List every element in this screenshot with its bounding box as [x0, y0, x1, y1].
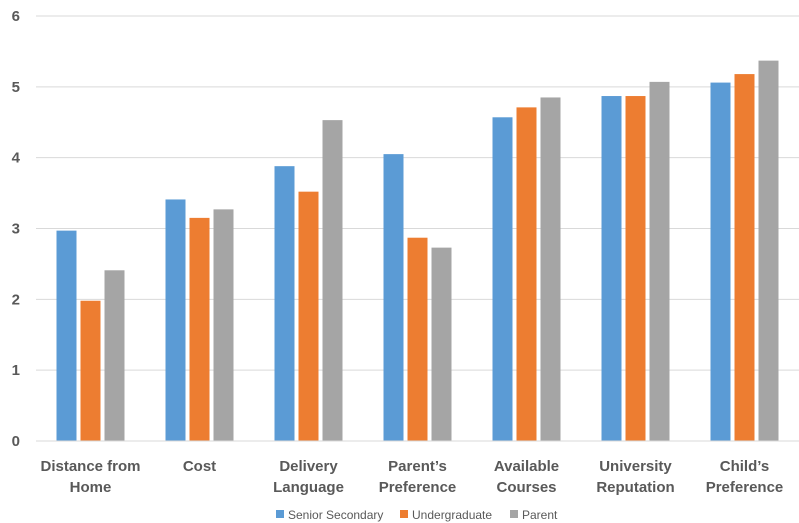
bar-senior-secondary: [165, 199, 186, 441]
bar-parent: [649, 81, 670, 441]
bars: [56, 60, 779, 442]
x-category-label: Distance from: [40, 458, 140, 475]
bar-undergraduate: [298, 191, 319, 441]
legend-swatch: [276, 510, 284, 518]
bar-undergraduate: [407, 237, 428, 441]
y-tick-label: 4: [12, 150, 21, 167]
bar-undergraduate: [516, 107, 537, 441]
x-category-label: Available: [494, 458, 559, 475]
y-tick-label: 6: [12, 8, 20, 25]
x-category-label: Preference: [379, 479, 457, 496]
bar-parent: [213, 209, 234, 441]
x-category-label: Home: [70, 479, 112, 496]
bar-senior-secondary: [492, 117, 513, 442]
x-category-label: Cost: [183, 458, 216, 475]
x-category-label: Preference: [706, 479, 784, 496]
x-category-label: Language: [273, 479, 344, 496]
y-tick-label: 5: [12, 79, 20, 96]
x-category-label: Parent’s: [388, 458, 447, 475]
bar-parent: [758, 60, 779, 441]
bar-undergraduate: [625, 96, 646, 442]
bar-senior-secondary: [601, 96, 622, 442]
legend: Senior Secondary Undergraduate Parent: [276, 508, 558, 522]
y-tick-label: 0: [12, 433, 20, 450]
legend-swatch: [400, 510, 408, 518]
bar-parent: [431, 247, 452, 441]
x-category-label: Reputation: [596, 479, 674, 496]
bar-undergraduate: [80, 300, 101, 441]
legend-label: Parent: [522, 508, 558, 522]
y-tick-label: 3: [12, 221, 20, 238]
x-axis-labels: Distance from Home Cost Delivery Language Par…: [40, 458, 783, 496]
y-axis-ticks: 0 1 2 3 4 5 6: [12, 8, 21, 450]
legend-label: Senior Secondary: [288, 508, 383, 522]
x-category-label: Delivery: [279, 458, 338, 475]
bar-undergraduate: [189, 217, 210, 441]
x-category-label: University: [599, 458, 672, 475]
bar-undergraduate: [734, 74, 755, 441]
x-category-label: Courses: [496, 479, 556, 496]
bar-parent: [322, 120, 343, 441]
bar-senior-secondary: [710, 82, 731, 441]
legend-label: Undergraduate: [412, 508, 492, 522]
legend-swatch: [510, 510, 518, 518]
bar-parent: [540, 97, 561, 441]
bar-senior-secondary: [383, 154, 404, 441]
x-category-label: Child’s: [720, 458, 769, 475]
bar-parent: [104, 270, 125, 441]
bar-senior-secondary: [274, 166, 295, 441]
gridlines: [36, 15, 799, 371]
y-tick-label: 1: [12, 362, 20, 379]
bar-senior-secondary: [56, 230, 77, 441]
y-tick-label: 2: [12, 291, 20, 308]
